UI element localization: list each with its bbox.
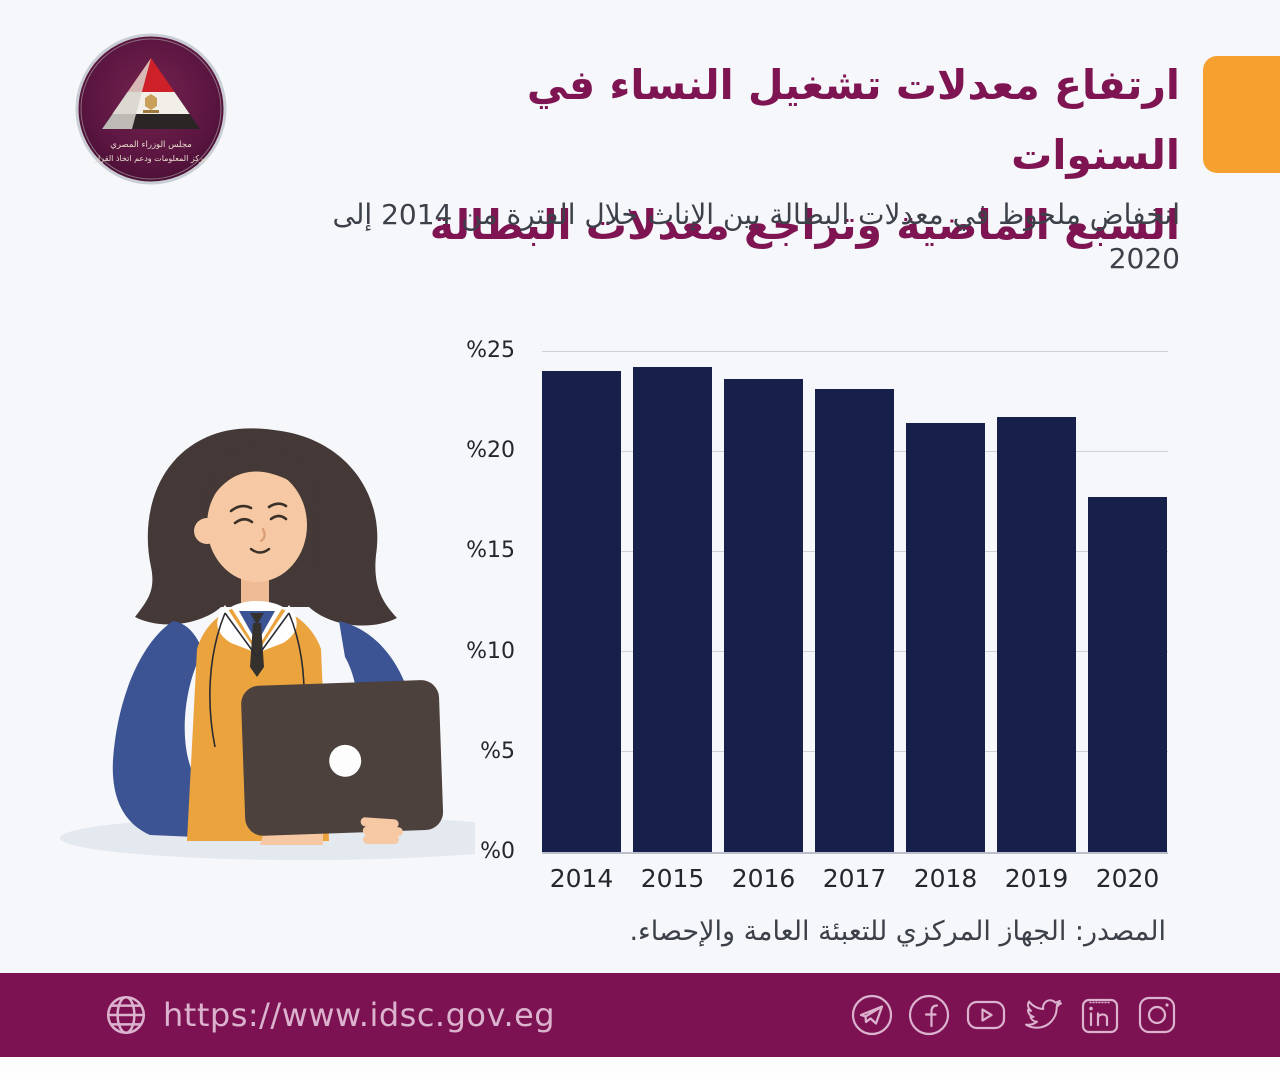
- woman-with-laptop-illustration: [60, 428, 475, 860]
- twitter-icon[interactable]: [1020, 992, 1066, 1038]
- facebook-icon[interactable]: [906, 992, 952, 1038]
- y-tick-label-10: %10: [466, 638, 515, 664]
- youtube-icon[interactable]: [963, 992, 1009, 1038]
- bar-2016: [724, 379, 803, 852]
- x-tick-label-2014: 2014: [549, 864, 614, 893]
- x-tick-label-2015: 2015: [640, 864, 705, 893]
- tie-knot: [250, 613, 264, 625]
- poster-subtitle: انخفاض ملحوظ في معدلات البطالة بين الإنا…: [320, 193, 1181, 281]
- title-line-1: ارتفاع معدلات تشغيل النساء في السنوات: [526, 61, 1180, 179]
- bar-2020: [1088, 497, 1167, 852]
- x-tick-label-2018: 2018: [913, 864, 978, 893]
- laptop: [241, 680, 444, 836]
- laptop-logo-dot: [329, 744, 362, 777]
- subtitle-line-1: انخفاض ملحوظ في معدلات البطالة بين الإنا…: [332, 198, 1181, 231]
- bar-2019: [997, 417, 1076, 852]
- poster-title: ارتفاع معدلات تشغيل النساء في السنوات ال…: [350, 50, 1180, 260]
- idsc-logo-emblem: مجلس الوزراء المصري مركز المعلومات ودعم …: [75, 33, 227, 185]
- x-tick-label-2019: 2019: [1004, 864, 1069, 893]
- tie: [250, 623, 264, 677]
- idsc-cabinet-logo: مجلس الوزراء المصري مركز المعلومات ودعم …: [74, 32, 228, 186]
- x-axis-line: [542, 852, 1168, 854]
- bar-2018: [906, 423, 985, 852]
- accent-tab: [1203, 56, 1280, 173]
- lapel-outline: [209, 612, 305, 748]
- gridline-25: [542, 350, 1168, 352]
- logo-text-line1: مجلس الوزراء المصري: [110, 140, 192, 150]
- y-tick-label-15: %15: [466, 538, 515, 564]
- bar-2015: [633, 367, 712, 852]
- bottom-white-strip: [0, 1057, 1280, 1073]
- bar-2017: [815, 389, 894, 852]
- nose: [259, 527, 266, 543]
- subtitle-line-2: 2020: [1108, 242, 1180, 275]
- instagram-icon[interactable]: [1134, 992, 1180, 1038]
- smile: [249, 547, 271, 554]
- linkedin-icon[interactable]: [1077, 992, 1123, 1038]
- hair-front: [206, 445, 316, 509]
- y-tick-label-20: %20: [466, 438, 515, 464]
- social-icons-row: [849, 992, 1180, 1038]
- eyebrows: [229, 502, 288, 513]
- x-tick-label-2020: 2020: [1095, 864, 1160, 893]
- website-link-group[interactable]: https://www.idsc.gov.eg: [103, 992, 555, 1038]
- globe-icon: [106, 995, 146, 1035]
- y-tick-label-0: %0: [480, 839, 515, 864]
- title-line-2: السبع الماضية وتراجع معدلات البطالة: [429, 201, 1180, 249]
- logo-text-line2: مركز المعلومات ودعم اتخاذ القرار: [93, 154, 208, 163]
- y-tick-label-5: %5: [480, 738, 515, 764]
- right-hand-fingers: [360, 817, 403, 844]
- hair-side: [305, 491, 320, 577]
- website-url[interactable]: https://www.idsc.gov.eg: [163, 996, 556, 1034]
- face: [207, 468, 307, 582]
- y-tick-label-25: %25: [466, 338, 515, 363]
- x-tick-label-2016: 2016: [731, 864, 796, 893]
- source-caption: المصدر: الجهاز المركزي للتعبئة العامة وا…: [629, 916, 1166, 947]
- bar-2014: [542, 371, 621, 852]
- telegram-icon[interactable]: [849, 992, 895, 1038]
- left-arm-sleeve: [112, 621, 293, 841]
- x-tick-label-2017: 2017: [822, 864, 887, 893]
- footer-band: https://www.idsc.gov.eg: [0, 973, 1280, 1057]
- closed-eyes: [233, 514, 288, 525]
